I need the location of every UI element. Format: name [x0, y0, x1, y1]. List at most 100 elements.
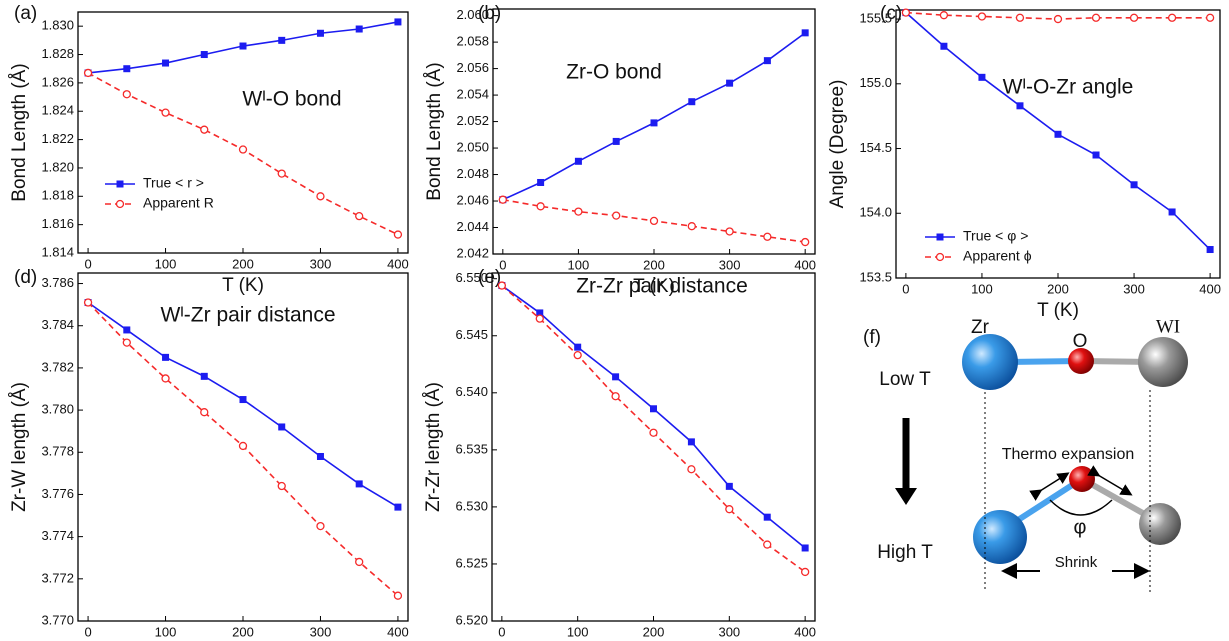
marker — [978, 73, 986, 81]
marker — [278, 36, 286, 44]
marker — [1130, 181, 1138, 189]
marker — [355, 211, 364, 221]
series-line — [87, 301, 399, 508]
marker — [123, 65, 131, 73]
x-axis-label: T (K) — [1037, 300, 1079, 321]
marker — [650, 119, 658, 127]
x-tick-label: 400 — [387, 256, 409, 271]
marker — [161, 374, 170, 383]
atom-label: Zr — [971, 317, 990, 338]
marker — [763, 232, 772, 241]
marker — [200, 125, 209, 134]
y-axis-label: Bond Length (Å) — [424, 62, 445, 200]
panel-label: (b) — [478, 3, 501, 24]
atom-w — [1139, 503, 1181, 545]
marker — [536, 202, 545, 211]
marker — [940, 42, 948, 50]
y-tick-label: 2.046 — [456, 192, 489, 207]
y-tick-label: 1.826 — [41, 74, 74, 89]
marker — [394, 503, 402, 511]
marker — [238, 145, 248, 154]
panel-label: (d) — [14, 267, 37, 288]
marker — [83, 298, 93, 307]
marker — [574, 207, 583, 216]
y-tick-label: 3.776 — [41, 486, 74, 501]
atom-o — [1068, 348, 1094, 374]
series-line — [502, 32, 806, 201]
y-tick-label: 6.520 — [455, 612, 488, 627]
x-tick-label: 100 — [155, 624, 177, 639]
marker — [355, 25, 363, 33]
y-tick-label: 1.818 — [41, 188, 74, 203]
y-tick-label: 2.042 — [456, 245, 489, 260]
marker — [725, 227, 734, 236]
x-tick-label: 100 — [155, 256, 177, 271]
y-tick-label: 6.530 — [455, 498, 488, 513]
marker — [901, 8, 911, 17]
angle-arc — [1049, 499, 1113, 516]
marker — [277, 169, 286, 178]
legend-marker — [936, 233, 944, 241]
marker — [200, 51, 208, 59]
marker — [122, 338, 131, 347]
marker — [649, 216, 659, 226]
y-tick-label: 154.0 — [859, 205, 892, 220]
marker — [278, 423, 286, 431]
atom-o — [1069, 466, 1095, 492]
y-axis-label: Angle (Degree) — [827, 80, 848, 209]
marker — [1205, 13, 1215, 22]
marker — [394, 18, 402, 26]
marker — [277, 481, 286, 491]
x-tick-label: 200 — [232, 256, 254, 271]
marker — [977, 12, 987, 21]
marker — [573, 351, 582, 360]
y-tick-label: 3.778 — [41, 444, 74, 459]
x-tick-label: 0 — [499, 257, 506, 272]
marker — [611, 392, 620, 401]
marker — [800, 567, 810, 577]
x-tick-label: 200 — [1047, 281, 1069, 296]
marker — [355, 557, 364, 567]
marker — [763, 513, 771, 521]
marker — [801, 237, 810, 247]
y-tick-label: 155.5 — [859, 11, 892, 26]
x-tick-label: 400 — [794, 624, 816, 639]
y-tick-label: 1.814 — [41, 244, 74, 259]
marker — [688, 98, 696, 106]
x-tick-label: 300 — [310, 624, 332, 639]
shrink-label: Shrink — [1055, 554, 1098, 571]
marker — [574, 343, 582, 351]
marker — [687, 465, 696, 474]
x-tick-label: 300 — [719, 257, 741, 272]
y-tick-label: 6.545 — [455, 327, 488, 342]
diagram: (f) Zr O WI Low T High T Thermo expansio… — [863, 316, 1188, 592]
marker — [393, 591, 403, 600]
y-tick-label: 2.048 — [456, 166, 489, 181]
y-tick-label: 3.774 — [41, 528, 74, 543]
y-axis-label: Bond Length (Å) — [9, 63, 30, 201]
x-tick-label: 200 — [643, 624, 665, 639]
condition-label: High T — [877, 542, 933, 563]
x-tick-label: 200 — [232, 624, 254, 639]
marker — [1054, 130, 1062, 138]
y-tick-label: 3.772 — [41, 570, 74, 585]
y-tick-label: 6.550 — [455, 270, 488, 285]
y-tick-label: 3.784 — [41, 317, 74, 332]
marker — [1092, 151, 1100, 159]
marker — [1168, 208, 1176, 216]
marker — [316, 29, 324, 37]
marker — [536, 309, 544, 317]
marker — [687, 222, 696, 231]
marker — [1206, 246, 1214, 254]
x-tick-label: 0 — [902, 281, 909, 296]
marker — [612, 137, 620, 145]
marker — [535, 314, 544, 323]
annotation: Zr-O bond — [566, 61, 662, 84]
marker — [200, 408, 209, 417]
marker — [162, 59, 170, 67]
plot-frame — [491, 272, 816, 622]
annotation: Wᴵ-O-Zr angle — [1003, 76, 1134, 99]
y-tick-label: 2.052 — [456, 113, 489, 128]
y-tick-label: 3.780 — [41, 402, 74, 417]
panel-label: (c) — [880, 3, 902, 24]
